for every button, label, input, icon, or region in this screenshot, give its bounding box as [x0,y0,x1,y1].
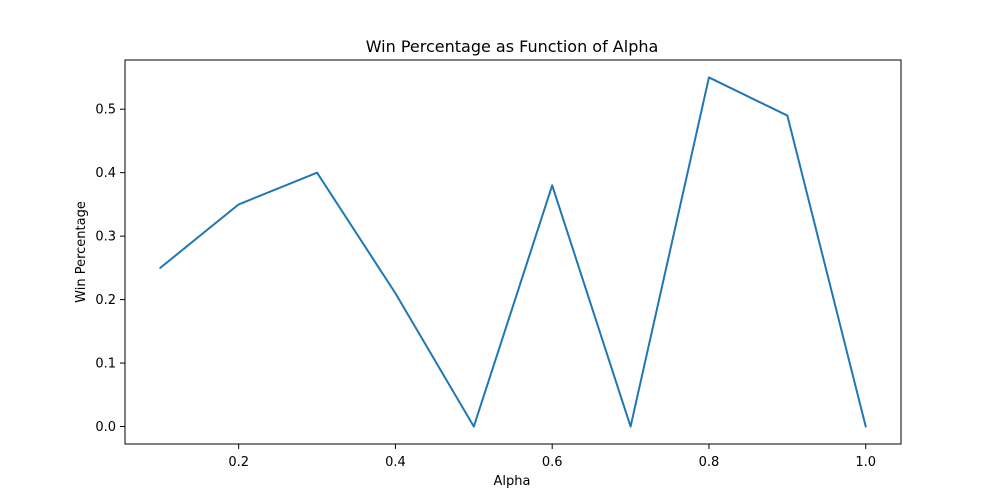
y-tick-label: 0.5 [95,103,116,118]
x-tick-label: 0.2 [228,455,249,470]
chart-title: Win Percentage as Function of Alpha [366,37,659,56]
x-tick-label: 1.0 [855,455,876,470]
plot-area: 0.2 0.4 0.6 0.8 1.0 0.0 0.1 0.2 0.3 0.4 0.5 [95,59,902,470]
x-tick-label: 0.4 [385,455,406,470]
y-tick-label: 0.2 [95,293,116,308]
y-tick-label: 0.0 [95,420,116,435]
series-line-0 [159,76,867,428]
series-layer [159,76,867,428]
y-axis-label: Win Percentage [74,201,89,303]
x-tick-label: 0.8 [699,455,720,470]
y-axis-ticks: 0.0 0.1 0.2 0.3 0.4 0.5 [95,103,125,435]
x-axis-ticks: 0.2 0.4 0.6 0.8 1.0 [228,444,876,470]
y-tick-label: 0.1 [95,357,116,372]
y-tick-label: 0.3 [95,230,116,245]
y-tick-label: 0.4 [95,166,116,181]
x-tick-label: 0.6 [542,455,563,470]
x-axis-label: Alpha [494,474,531,489]
plot-frame [124,59,902,445]
